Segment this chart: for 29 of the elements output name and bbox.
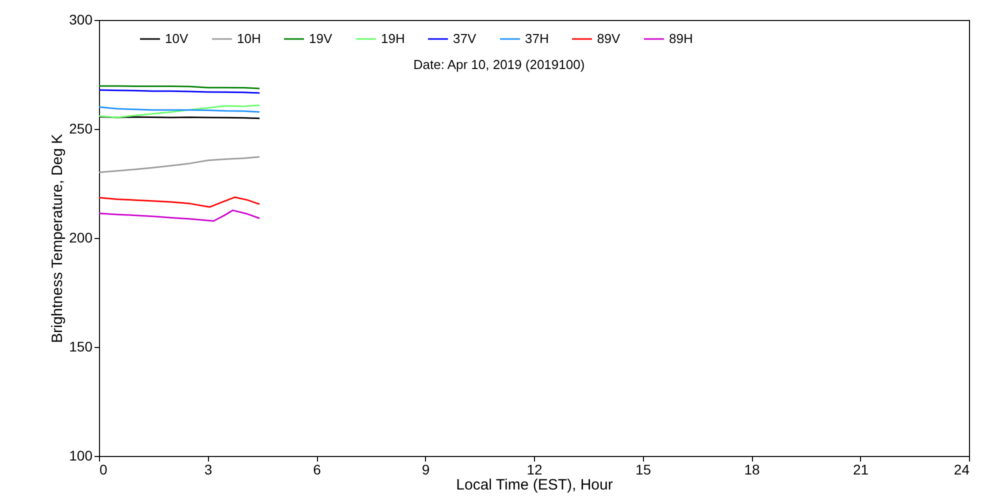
x-axis-title: Local Time (EST), Hour: [456, 476, 613, 494]
x-tick-label: 24: [954, 462, 970, 478]
y-tick-label: 100: [69, 448, 93, 464]
x-tick-label: 12: [526, 462, 542, 478]
legend-label: 10H: [237, 31, 261, 46]
y-tick-label: 300: [69, 12, 93, 28]
y-tick-label: 150: [69, 338, 93, 354]
x-tick-label: 6: [313, 462, 322, 478]
x-tick-label: 21: [852, 462, 869, 478]
line-series: [98, 210, 260, 222]
legend-label: 19H: [381, 31, 405, 46]
annotation: Date: Apr 10, 2019 (2019100): [413, 57, 585, 72]
line-series: [98, 196, 260, 208]
legend-label: 89V: [597, 31, 620, 46]
y-axis-title: Brightness Temperature, Deg K: [49, 134, 66, 343]
x-tick-label: 9: [422, 462, 430, 478]
x-tick-label: 18: [744, 462, 760, 478]
legend-label: 89H: [669, 31, 693, 46]
legend-label: 10V: [165, 31, 188, 46]
line-series: [98, 104, 260, 118]
legend-label: 37V: [453, 31, 476, 46]
x-tick-label: 3: [204, 462, 212, 478]
legend-label: 37H: [525, 31, 549, 46]
x-tick-label: 15: [635, 462, 652, 478]
x-tick-label: 0: [100, 462, 108, 478]
y-tick-label: 200: [69, 230, 93, 246]
y-tick-label: 250: [69, 120, 93, 136]
legend-label: 19V: [309, 31, 332, 46]
line-series: [98, 156, 260, 174]
